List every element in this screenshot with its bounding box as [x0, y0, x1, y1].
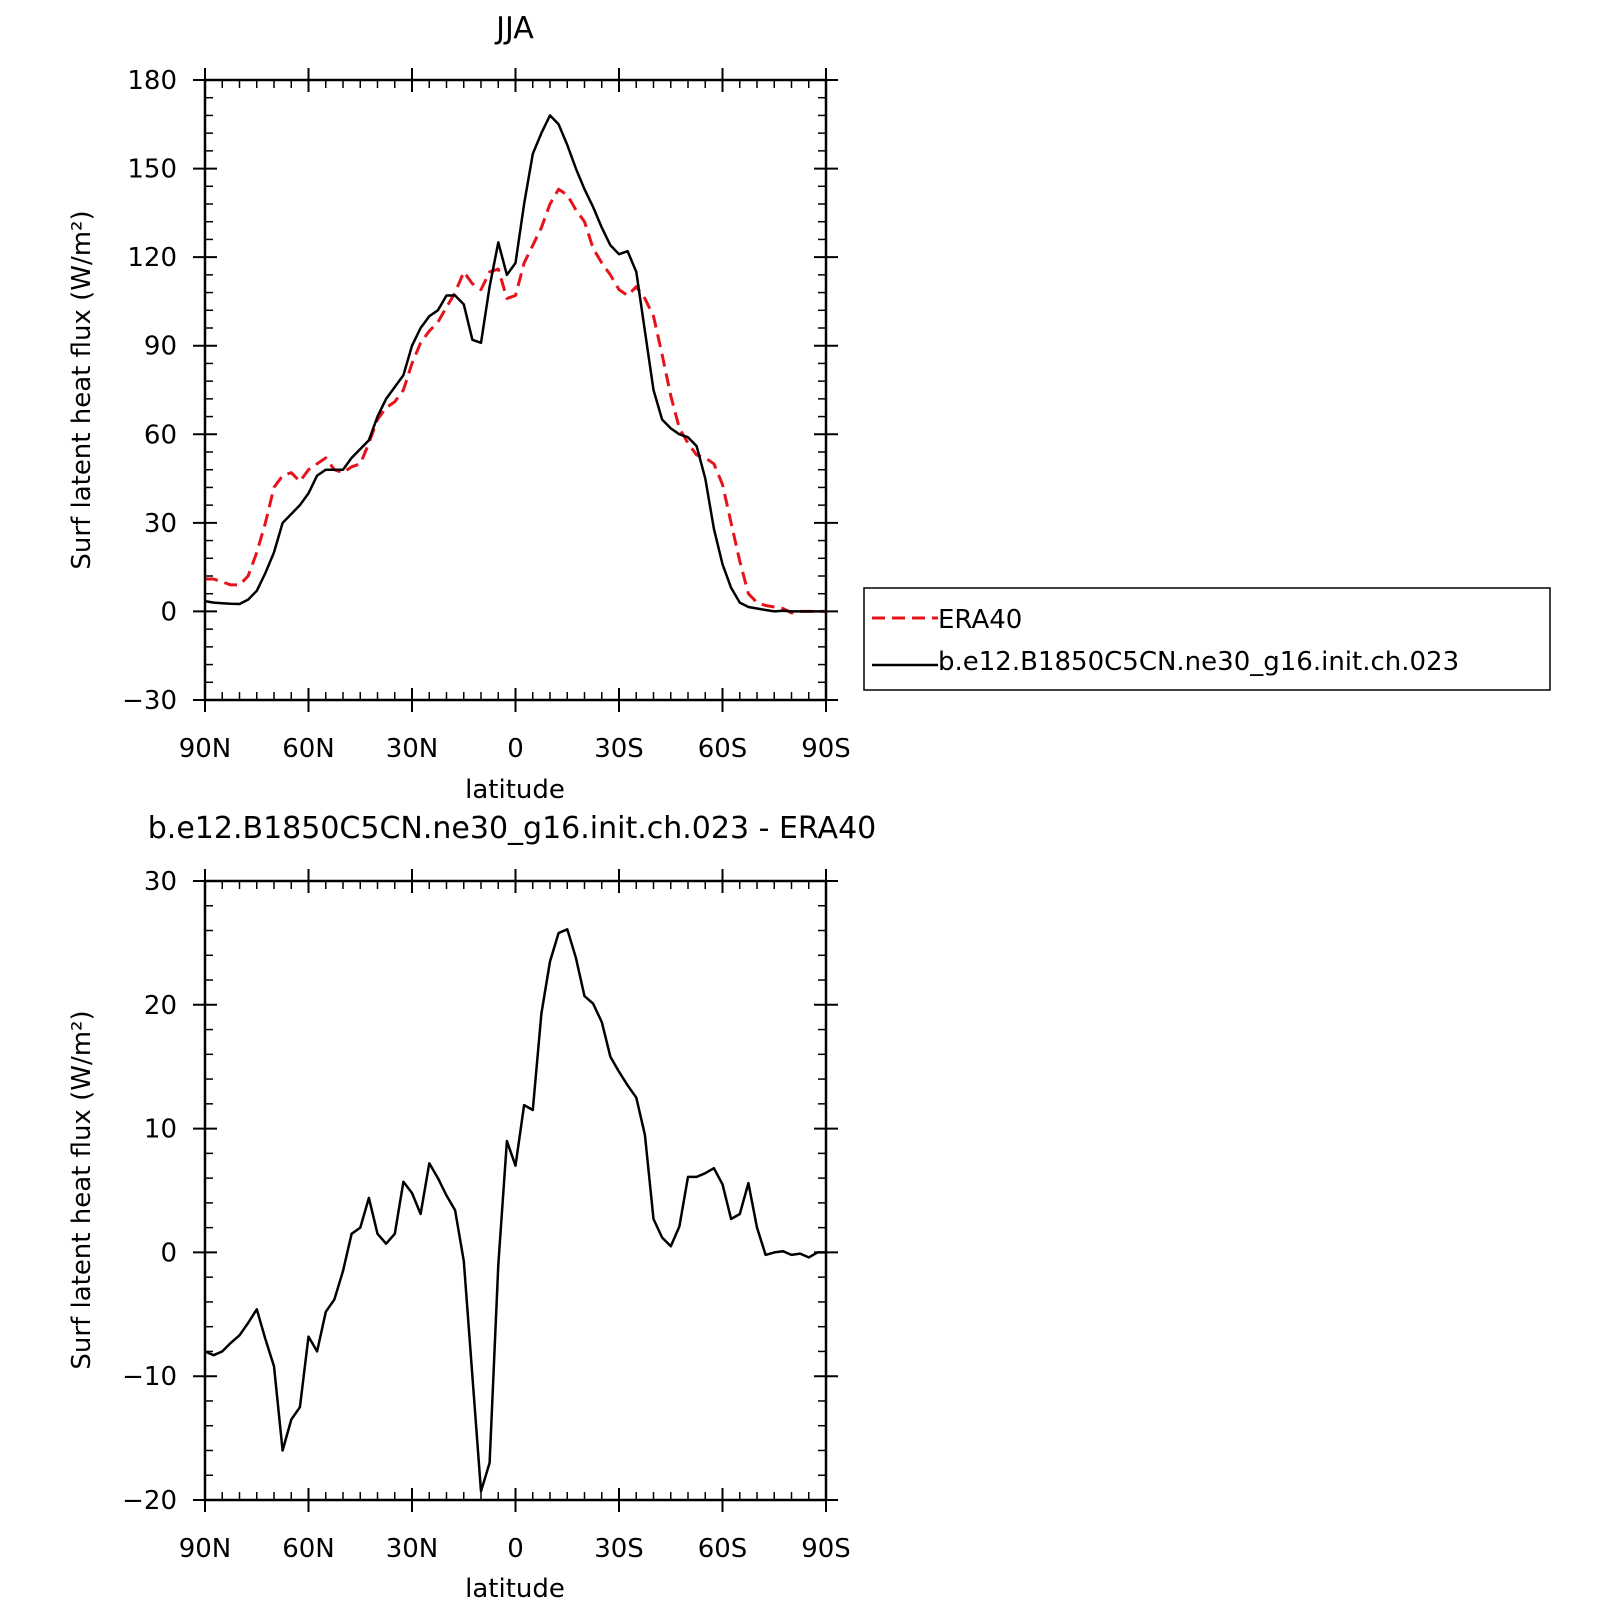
top-y-tick-label: −30	[122, 686, 177, 716]
top-x-tick-label: 30N	[386, 734, 439, 764]
legend-box	[863, 587, 1551, 691]
bottom-axis-ticks	[193, 869, 838, 1512]
bottom-plot-lines	[204, 928, 826, 1493]
top-series-line-0	[205, 187, 826, 615]
legend: ERA40 b.e12.B1850C5CN.ne30_g16.init.ch.0…	[863, 587, 1551, 691]
top-x-tick-label: 30S	[594, 734, 644, 764]
bottom-y-tick-label: 10	[144, 1115, 177, 1145]
top-x-tick-label: 60S	[698, 734, 748, 764]
bottom-x-tick-label: 60S	[698, 1534, 748, 1564]
top-y-axis-label: Surf latent heat flux (W/m²)	[67, 210, 97, 569]
bottom-series-line-0	[204, 928, 826, 1493]
top-series-line-1	[204, 114, 826, 613]
top-y-tick-label: 90	[144, 332, 177, 362]
bottom-x-tick-labels: 90N 60N 30N 0 30S 60S 90S	[179, 1534, 851, 1564]
bottom-x-tick-label: 30S	[594, 1534, 644, 1564]
bottom-plot-frame	[203, 879, 828, 1502]
bottom-y-tick-label: −10	[122, 1362, 177, 1392]
bottom-y-axis-label: Surf latent heat flux (W/m²)	[67, 1010, 97, 1369]
top-panel: JJA −30 0 30 60 90 120 150 180 90N 60N 30N 0 30S 60S…	[67, 11, 1551, 805]
bottom-x-tick-label: 30N	[386, 1534, 439, 1564]
top-x-tick-label: 90S	[801, 734, 851, 764]
top-plot-lines	[204, 114, 826, 615]
bottom-y-tick-labels: −20 −10 0 10 20 30	[122, 867, 177, 1516]
legend-label-era40: ERA40	[938, 605, 1022, 635]
top-y-tick-label: 30	[144, 509, 177, 539]
top-x-tick-label: 90N	[179, 734, 232, 764]
bottom-panel: b.e12.B1850C5CN.ne30_g16.init.ch.023 - E…	[67, 811, 876, 1603]
bottom-y-tick-label: 30	[144, 867, 177, 897]
bottom-x-tick-label: 0	[507, 1534, 524, 1564]
top-x-tick-label: 0	[507, 734, 524, 764]
top-x-axis-label: latitude	[465, 775, 565, 805]
top-axis-ticks	[193, 68, 838, 712]
top-plot-frame	[203, 78, 828, 702]
top-y-tick-label: 180	[127, 66, 177, 96]
top-chart-title: JJA	[494, 11, 534, 46]
top-x-tick-labels: 90N 60N 30N 0 30S 60S 90S	[179, 734, 851, 764]
top-x-tick-label: 60N	[282, 734, 335, 764]
top-y-tick-labels: −30 0 30 60 90 120 150 180	[122, 66, 177, 716]
bottom-chart-title: b.e12.B1850C5CN.ne30_g16.init.ch.023 - E…	[148, 811, 877, 846]
bottom-y-tick-label: −20	[122, 1486, 177, 1516]
bottom-x-axis-label: latitude	[465, 1574, 565, 1603]
bottom-x-tick-label: 90N	[179, 1534, 232, 1564]
bottom-y-tick-label: 20	[144, 991, 177, 1021]
bottom-y-tick-label: 0	[160, 1238, 177, 1268]
bottom-x-tick-label: 60N	[282, 1534, 335, 1564]
top-y-tick-label: 150	[127, 155, 177, 185]
bottom-x-tick-label: 90S	[801, 1534, 851, 1564]
top-y-tick-label: 60	[144, 420, 177, 450]
legend-label-model: b.e12.B1850C5CN.ne30_g16.init.ch.023	[938, 647, 1459, 677]
top-y-tick-label: 0	[160, 597, 177, 627]
top-y-tick-label: 120	[127, 243, 177, 273]
